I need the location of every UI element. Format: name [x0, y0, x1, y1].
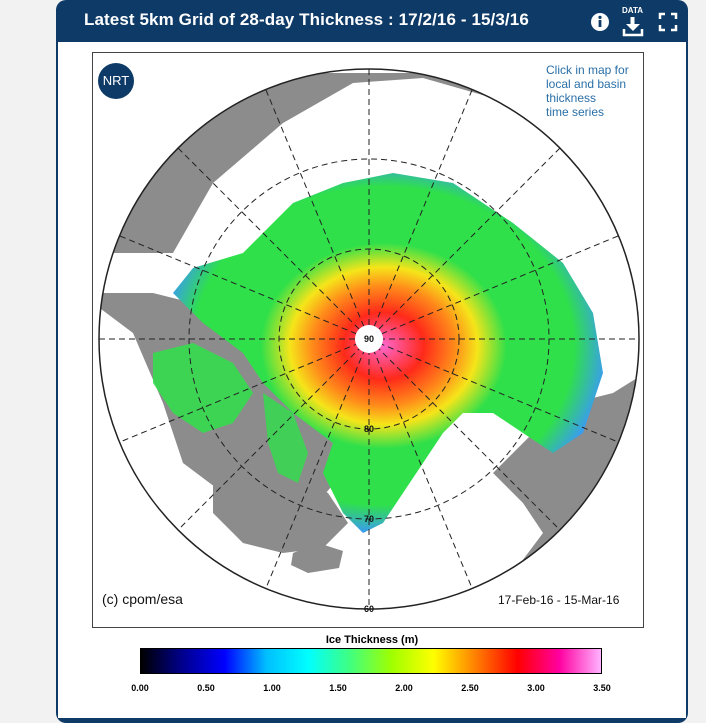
copyright-text: (c) cpom/esa — [102, 591, 183, 607]
land-iceland — [291, 543, 343, 573]
download-icon — [622, 17, 644, 37]
data-download-button[interactable]: DATA — [620, 6, 646, 38]
map-date-range: 17-Feb-16 - 15-Mar-16 — [498, 593, 620, 607]
sea-ice-baffin — [263, 393, 308, 483]
pole-hole — [355, 325, 383, 353]
lat-label-60: 60 — [363, 604, 375, 614]
land-greenland — [213, 453, 348, 553]
thickness-colorbar — [140, 648, 602, 674]
lat-label-80: 80 — [363, 424, 375, 434]
land-siberia — [99, 73, 639, 273]
thickness-panel: Latest 5km Grid of 28-day Thickness : 17… — [56, 0, 688, 723]
legend-title: Ice Thickness (m) — [325, 634, 419, 646]
thickness-map[interactable]: NRT Click in map for local and basin thi… — [92, 52, 644, 628]
panel-content: NRT Click in map for local and basin thi… — [58, 42, 686, 718]
data-label: DATA — [622, 6, 644, 15]
colorbar-tick-label: 2.00 — [395, 683, 413, 693]
nrt-badge: NRT — [98, 63, 134, 99]
lat-label-70: 70 — [363, 514, 375, 524]
colorbar-tick-label: 2.50 — [461, 683, 479, 693]
colorbar-tick-label: 1.50 — [329, 683, 347, 693]
colorbar-tick-label: 0.50 — [197, 683, 215, 693]
colorbar-tick-label: 1.00 — [263, 683, 281, 693]
sea-ice-hudson — [153, 343, 253, 433]
fullscreen-icon[interactable] — [658, 12, 678, 32]
panel-title: Latest 5km Grid of 28-day Thickness : 17… — [84, 10, 529, 29]
lat-label-90: 90 — [363, 334, 375, 344]
sea-ice — [173, 173, 603, 533]
colorbar-tick-label: 3.50 — [593, 683, 611, 693]
info-icon[interactable] — [590, 12, 610, 32]
map-disc-border — [98, 68, 640, 610]
colorbar-tick-label: 0.00 — [131, 683, 149, 693]
colorbar-tick-label: 3.00 — [527, 683, 545, 693]
map-hint: Click in map for local and basin thickne… — [546, 63, 629, 119]
panel-header: Latest 5km Grid of 28-day Thickness : 17… — [56, 0, 688, 42]
